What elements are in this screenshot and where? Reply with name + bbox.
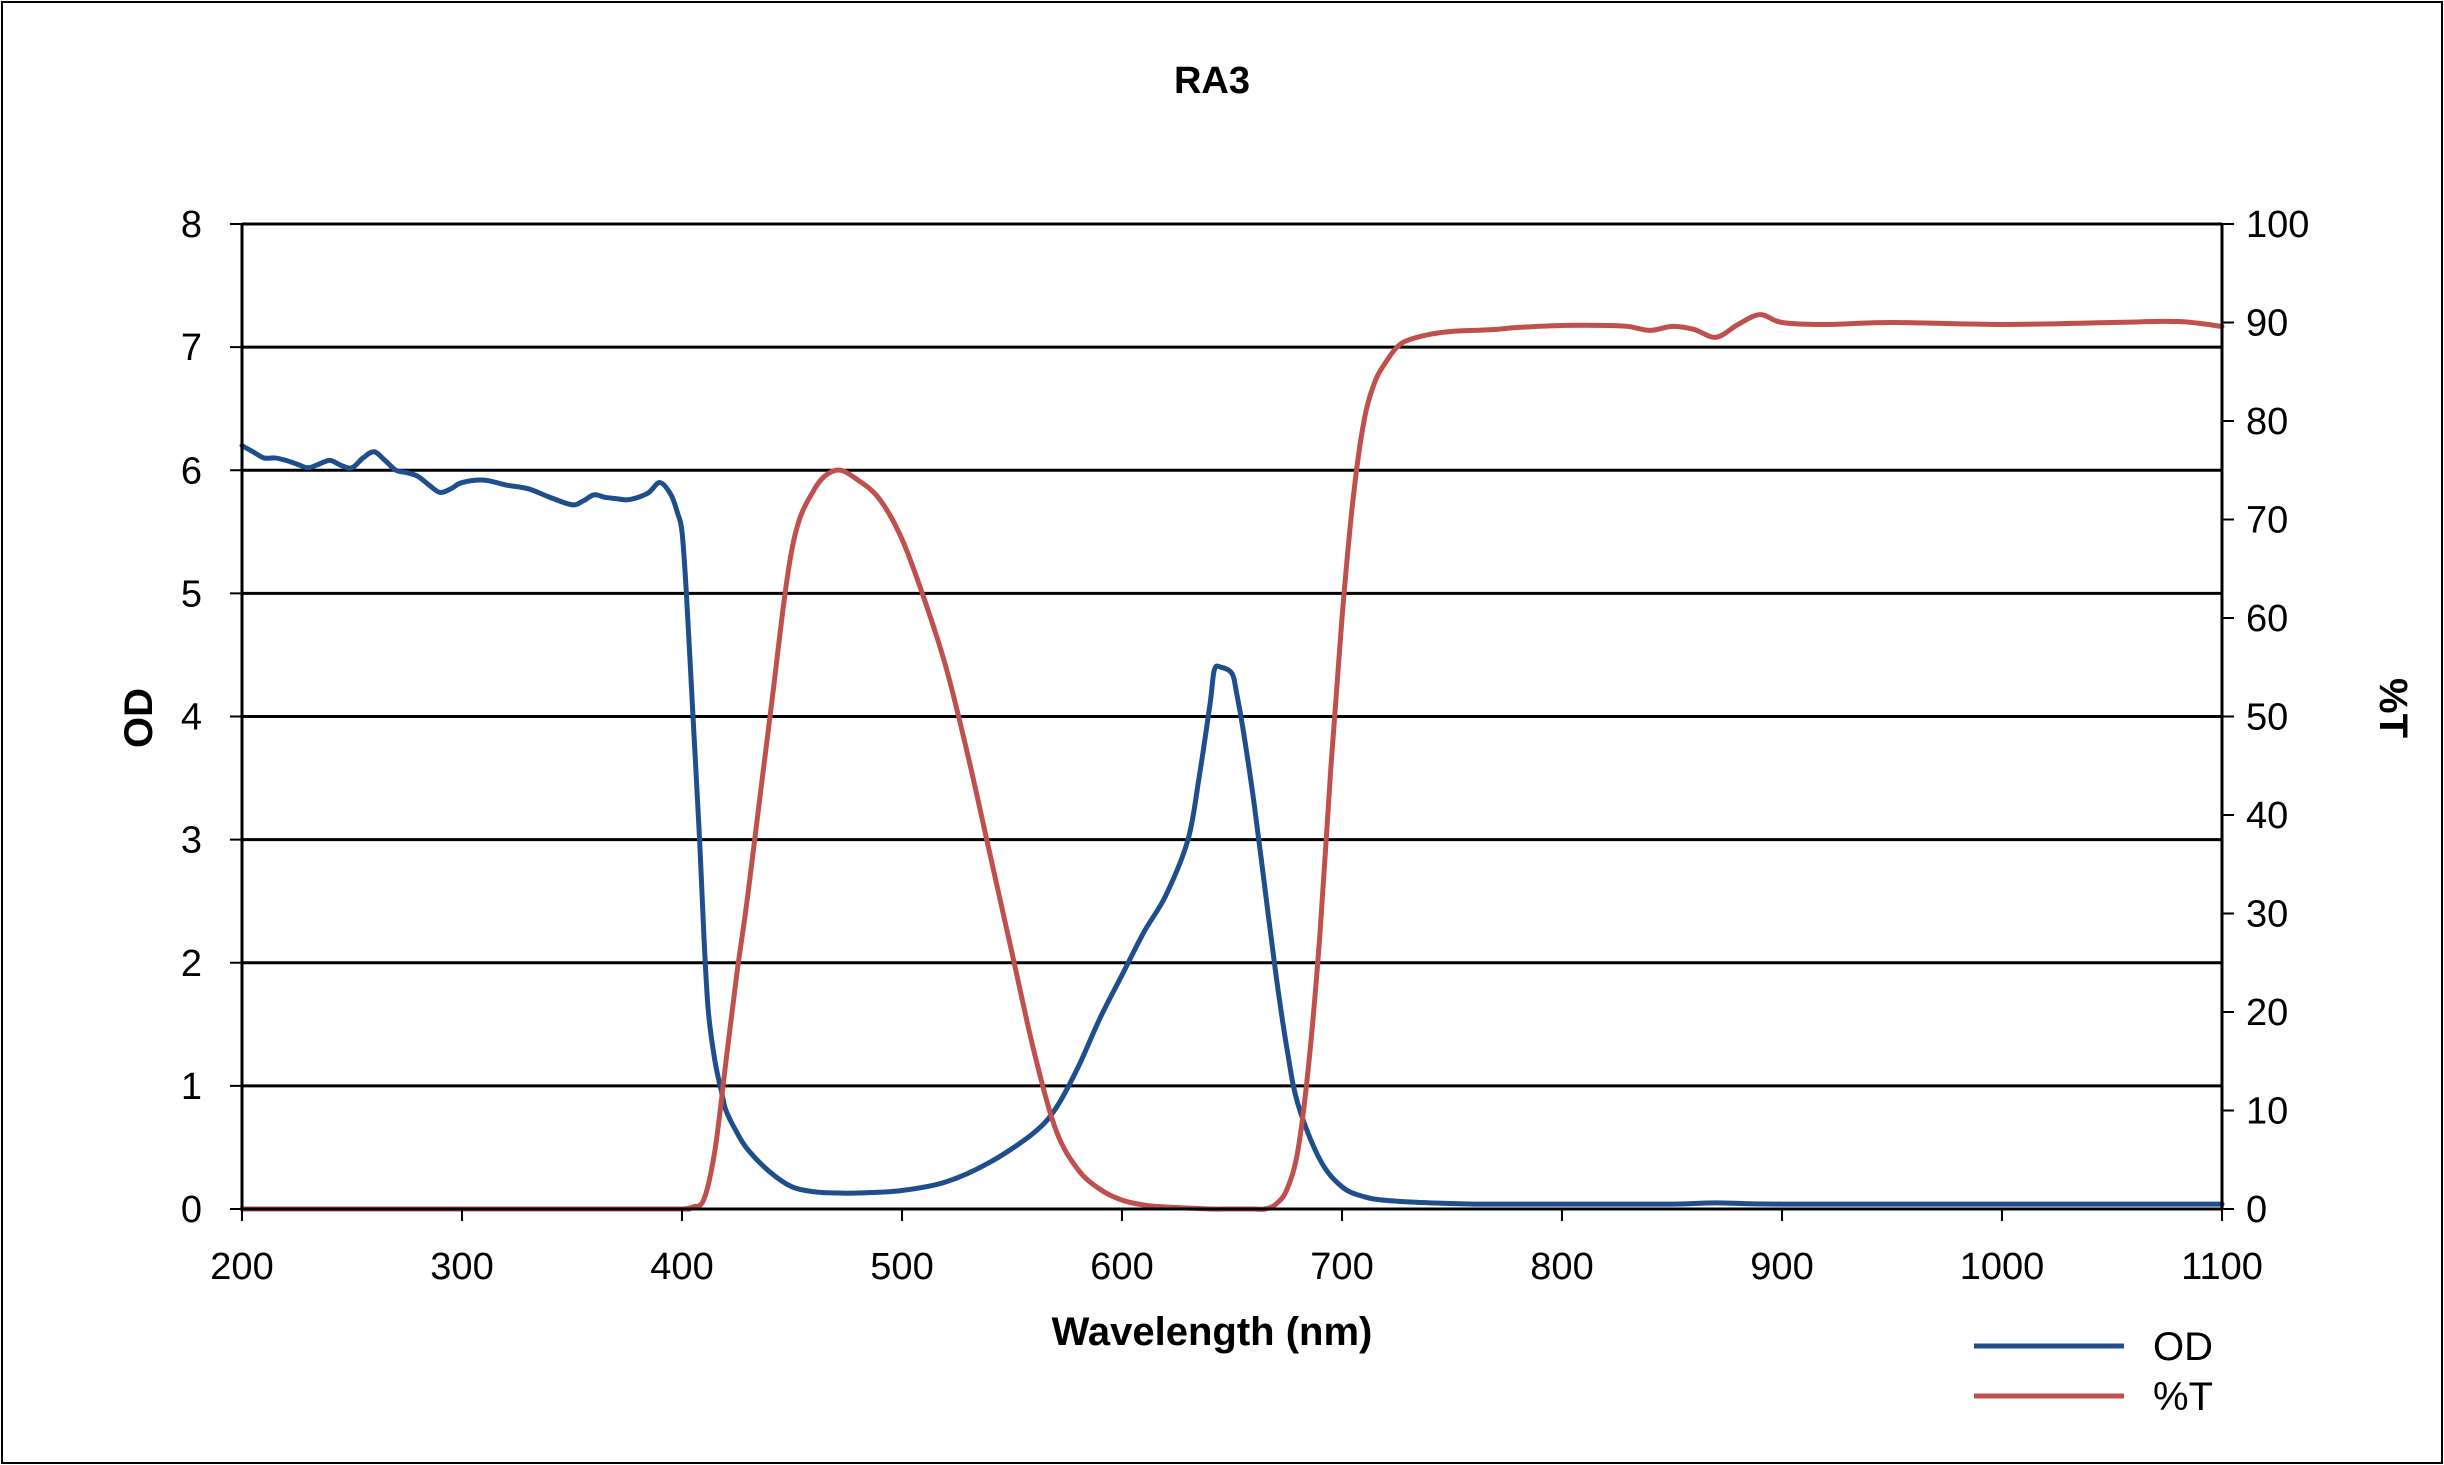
y2-axis-tick-labels: 0 10 20 30 40 50 60 70 80 90 100 xyxy=(2246,204,2309,1231)
x-axis-label: Wavelength (nm) xyxy=(1052,1310,1373,1354)
legend-label-od: OD xyxy=(2153,1325,2213,1369)
y2-tick-label: 90 xyxy=(2246,303,2288,345)
y2-tick-label: 40 xyxy=(2246,795,2288,837)
y2-tick-label: 100 xyxy=(2246,204,2309,246)
series-line-percent-t xyxy=(239,312,2225,1212)
y-tick-label: 3 xyxy=(181,820,202,862)
y2-tick-label: 0 xyxy=(2246,1189,2267,1231)
y-tick-label: 7 xyxy=(181,327,202,369)
x-tick-label: 500 xyxy=(870,1246,933,1288)
y2-tick-label: 10 xyxy=(2246,1091,2288,1133)
x-tick-label: 200 xyxy=(210,1246,273,1288)
x-tick-label: 300 xyxy=(430,1246,493,1288)
chart-title: RA3 xyxy=(1174,60,1250,102)
y2-tick-label: 60 xyxy=(2246,598,2288,640)
y-axis-tick-labels: 0 1 2 3 4 5 6 7 8 xyxy=(181,204,202,1231)
series-line-od xyxy=(239,443,2225,1207)
y-tick-label: 2 xyxy=(181,943,202,985)
axes xyxy=(230,222,2234,1221)
x-tick-label: 800 xyxy=(1530,1246,1593,1288)
legend-label-percent-t: %T xyxy=(2153,1375,2213,1419)
y-tick-label: 4 xyxy=(181,697,202,739)
data-series xyxy=(239,312,2225,1212)
y2-tick-label: 30 xyxy=(2246,894,2288,936)
y-tick-label: 5 xyxy=(181,573,202,615)
y2-tick-label: 80 xyxy=(2246,401,2288,443)
y2-tick-label: 50 xyxy=(2246,697,2288,739)
y2-axis-label: %T xyxy=(2371,678,2415,738)
x-tick-label: 700 xyxy=(1310,1246,1373,1288)
x-tick-label: 400 xyxy=(650,1246,713,1288)
y-tick-label: 1 xyxy=(181,1066,202,1108)
x-tick-label: 900 xyxy=(1750,1246,1813,1288)
x-tick-label: 1000 xyxy=(1960,1246,2045,1288)
legend: OD %T xyxy=(1974,1325,2213,1419)
gridlines xyxy=(242,222,2222,1088)
x-tick-label: 1100 xyxy=(2181,1246,2263,1288)
y-tick-label: 8 xyxy=(181,204,202,246)
y-axis-label: OD xyxy=(117,688,161,748)
x-axis-tick-labels: 200 300 400 500 600 700 800 900 1000 1100 xyxy=(210,1246,2263,1288)
y-tick-label: 6 xyxy=(181,450,202,492)
y2-tick-label: 20 xyxy=(2246,992,2288,1034)
x-tick-label: 600 xyxy=(1090,1246,1153,1288)
y2-tick-label: 70 xyxy=(2246,500,2288,542)
y-tick-label: 0 xyxy=(181,1189,202,1231)
